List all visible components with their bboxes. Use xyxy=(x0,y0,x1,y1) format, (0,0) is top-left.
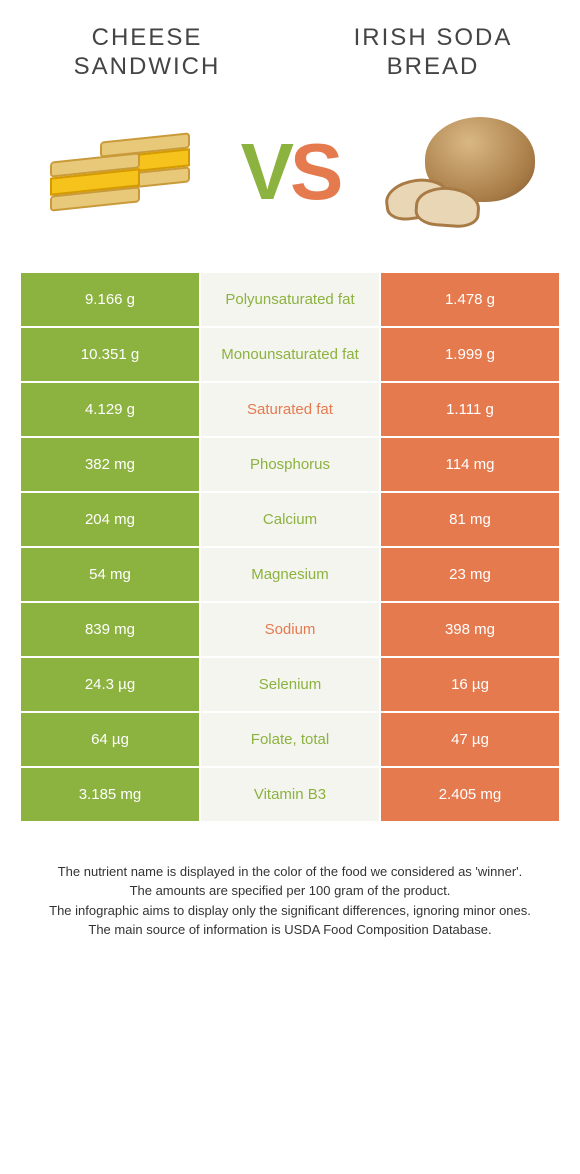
value-left: 3.185 mg xyxy=(20,767,200,822)
table-row: 10.351 gMonounsaturated fat1.999 g xyxy=(20,327,560,382)
header: CHEESE SANDWICH IRISH SODA BREAD xyxy=(0,0,580,92)
nutrient-label: Sodium xyxy=(200,602,380,657)
value-right: 1.111 g xyxy=(380,382,560,437)
sandwich-icon xyxy=(30,107,210,237)
bread-icon xyxy=(370,107,550,237)
footer-line: The infographic aims to display only the… xyxy=(40,901,540,921)
table-row: 4.129 gSaturated fat1.111 g xyxy=(20,382,560,437)
nutrient-label: Phosphorus xyxy=(200,437,380,492)
nutrient-label: Vitamin B3 xyxy=(200,767,380,822)
table-row: 204 mgCalcium81 mg xyxy=(20,492,560,547)
value-left: 839 mg xyxy=(20,602,200,657)
nutrient-label: Selenium xyxy=(200,657,380,712)
footer-line: The amounts are specified per 100 gram o… xyxy=(40,881,540,901)
hero-row: VS xyxy=(0,92,580,272)
nutrient-label: Magnesium xyxy=(200,547,380,602)
nutrient-label: Calcium xyxy=(200,492,380,547)
vs-v: V xyxy=(241,127,290,216)
table-row: 9.166 gPolyunsaturated fat1.478 g xyxy=(20,272,560,327)
table-row: 3.185 mgVitamin B32.405 mg xyxy=(20,767,560,822)
vs-s: S xyxy=(290,127,339,216)
value-left: 382 mg xyxy=(20,437,200,492)
value-right: 47 µg xyxy=(380,712,560,767)
value-right: 114 mg xyxy=(380,437,560,492)
value-right: 16 µg xyxy=(380,657,560,712)
nutrient-table: 9.166 gPolyunsaturated fat1.478 g10.351 … xyxy=(20,272,560,822)
footer-line: The main source of information is USDA F… xyxy=(40,920,540,940)
nutrient-label: Folate, total xyxy=(200,712,380,767)
table-row: 64 µgFolate, total47 µg xyxy=(20,712,560,767)
value-right: 2.405 mg xyxy=(380,767,560,822)
footer-notes: The nutrient name is displayed in the co… xyxy=(0,822,580,940)
nutrient-label: Polyunsaturated fat xyxy=(200,272,380,327)
nutrient-label: Monounsaturated fat xyxy=(200,327,380,382)
vs-label: VS xyxy=(241,132,340,212)
value-right: 1.999 g xyxy=(380,327,560,382)
table-row: 54 mgMagnesium23 mg xyxy=(20,547,560,602)
value-right: 1.478 g xyxy=(380,272,560,327)
nutrient-label: Saturated fat xyxy=(200,382,380,437)
value-left: 10.351 g xyxy=(20,327,200,382)
food-title-right: IRISH SODA BREAD xyxy=(316,24,550,82)
table-row: 839 mgSodium398 mg xyxy=(20,602,560,657)
table-row: 24.3 µgSelenium16 µg xyxy=(20,657,560,712)
value-right: 398 mg xyxy=(380,602,560,657)
value-left: 4.129 g xyxy=(20,382,200,437)
footer-line: The nutrient name is displayed in the co… xyxy=(40,862,540,882)
food-title-left: CHEESE SANDWICH xyxy=(30,24,264,82)
value-right: 81 mg xyxy=(380,492,560,547)
value-left: 9.166 g xyxy=(20,272,200,327)
value-left: 204 mg xyxy=(20,492,200,547)
value-left: 64 µg xyxy=(20,712,200,767)
value-left: 54 mg xyxy=(20,547,200,602)
value-left: 24.3 µg xyxy=(20,657,200,712)
table-row: 382 mgPhosphorus114 mg xyxy=(20,437,560,492)
value-right: 23 mg xyxy=(380,547,560,602)
